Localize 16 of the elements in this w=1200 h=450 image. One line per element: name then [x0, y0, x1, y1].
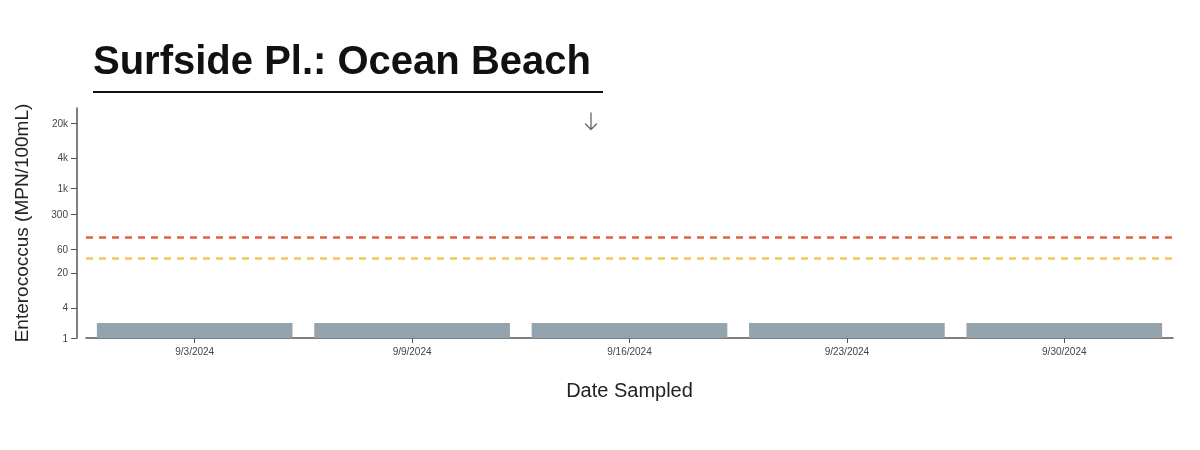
y-tick-label: 60	[56, 243, 69, 255]
x-tick-label: 9/9/2024	[392, 345, 432, 357]
x-tick-label: 9/30/2024	[1042, 345, 1087, 357]
y-tick-label: 1k	[57, 182, 69, 194]
y-tick-label: 4k	[57, 152, 69, 164]
y-tick-label: 20	[56, 267, 69, 279]
x-tick-label: 9/23/2024	[824, 345, 870, 357]
x-tick-label: 9/3/2024	[175, 345, 215, 357]
chart-title: Surfside Pl.: Ocean Beach	[93, 38, 603, 93]
x-axis-title: Date Sampled	[566, 379, 693, 401]
y-tick-label: 300	[51, 208, 69, 220]
y-tick-label: 1	[62, 332, 69, 344]
y-axis-title: Enterococcus (MPN/100mL)	[11, 103, 32, 343]
x-tick-label: 9/16/2024	[607, 345, 653, 357]
y-tick-label: 20k	[51, 117, 69, 129]
y-tick-label: 4	[62, 302, 69, 314]
